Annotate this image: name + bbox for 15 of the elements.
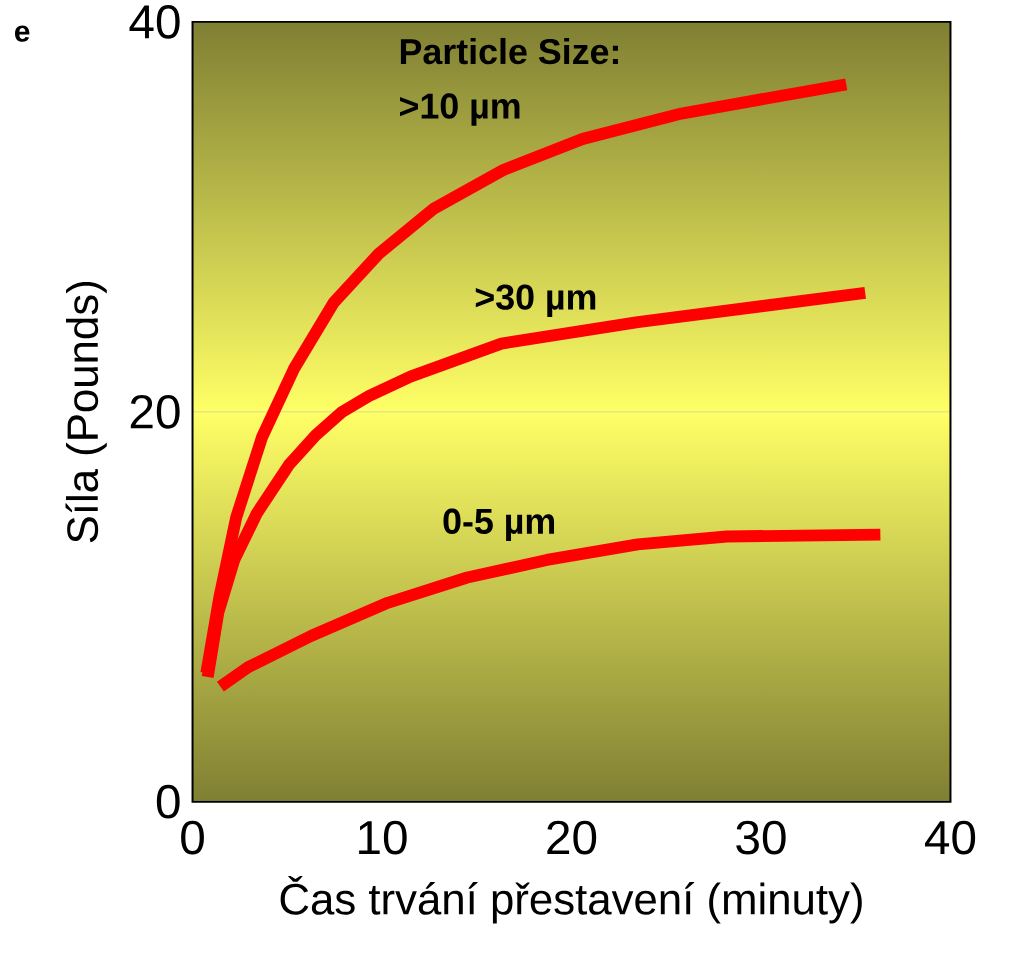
y-tick-label: 0 <box>156 784 180 819</box>
series-label: 0-5 µm <box>443 508 555 542</box>
x-tick-label: 0 <box>181 820 204 855</box>
x-tick-label: 40 <box>925 820 976 855</box>
annotation: Particle Size: <box>400 38 618 65</box>
y-tick-label: 20 <box>130 394 180 429</box>
series-label: >30 µm <box>475 284 596 317</box>
x-axis-title: Čas trvání přestavení (minuty) <box>280 876 862 924</box>
x-tick-label: 20 <box>547 820 597 855</box>
x-tick-label: 10 <box>359 820 407 855</box>
series-label: >10 µm <box>400 93 520 126</box>
y-axis-title: Síla (Pounds) <box>65 282 107 543</box>
y-tick-label: 40 <box>129 5 180 39</box>
x-tick-label: 30 <box>736 820 786 855</box>
text: e <box>15 25 30 42</box>
